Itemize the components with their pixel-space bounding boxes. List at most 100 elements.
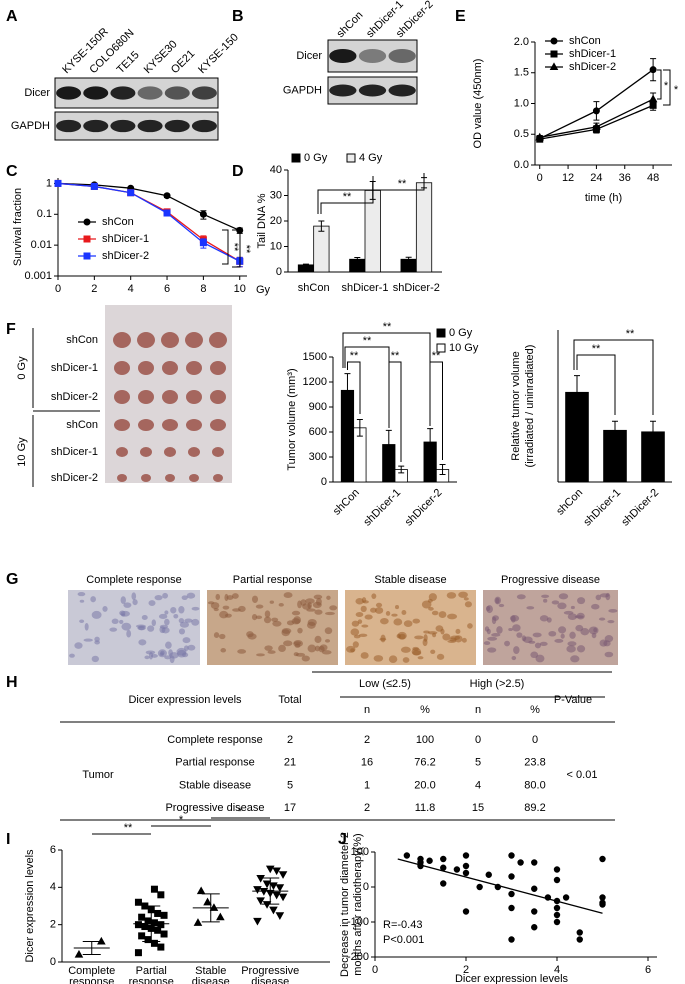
blot-band [191, 119, 217, 133]
significance-bracket [222, 229, 229, 265]
cell [220, 648, 227, 653]
table-cell: 11.8 [415, 802, 436, 814]
tumor [114, 419, 130, 431]
significance-bracket [657, 69, 662, 100]
cell [417, 656, 424, 660]
legend-label: shCon [569, 35, 601, 47]
cell [388, 655, 398, 664]
point [485, 871, 492, 878]
cell [567, 641, 577, 647]
blot-band [110, 86, 136, 100]
annotation: ** [626, 328, 635, 340]
point [440, 864, 447, 871]
y-tick-label: 0 [50, 956, 56, 968]
y-tick-label: -100 [347, 916, 369, 928]
table-p-value: < 0.01 [567, 769, 598, 781]
marker [259, 888, 269, 896]
legend-swatch [436, 343, 446, 353]
x-tick-label: disease [251, 976, 289, 984]
x-tick-label: Complete [68, 965, 115, 977]
blot-band [358, 84, 387, 97]
x-tick-label: 10 [234, 283, 246, 295]
cell [373, 655, 384, 662]
cell [283, 640, 293, 647]
tumor [189, 474, 199, 482]
annotation: ** [391, 350, 400, 362]
x-tick-label: 4 [128, 283, 134, 295]
cell [264, 610, 271, 618]
cell [438, 611, 447, 618]
cell [210, 602, 220, 609]
cell [102, 606, 108, 612]
point [562, 894, 570, 901]
cell [132, 599, 138, 606]
error-bar [405, 256, 412, 262]
y-tick-label: 300 [309, 451, 327, 463]
marker [592, 122, 601, 130]
annotation: ** [350, 350, 359, 362]
cell [144, 655, 150, 660]
marker [150, 885, 158, 893]
tumor [212, 447, 224, 457]
cell [352, 641, 359, 648]
table-subheader: n [475, 704, 481, 716]
x-tick-label: Stable [195, 965, 226, 977]
cell [447, 639, 457, 643]
annotation: ** [228, 243, 240, 252]
error-bar [261, 877, 280, 905]
table-cell: 17 [284, 802, 296, 814]
x-axis-unit: Gy [256, 284, 271, 296]
marker [138, 932, 146, 940]
table-cell: 100 [416, 734, 434, 746]
x-tick-label: response [69, 976, 114, 984]
y-axis-label: Tumor volume (mm³) [286, 368, 298, 470]
table-cell: 23.8 [524, 757, 545, 769]
marker [549, 62, 559, 71]
error-bar [427, 428, 434, 456]
marker [275, 884, 285, 892]
cell [264, 645, 273, 651]
trend-line [397, 858, 603, 914]
significance-bracket [388, 361, 402, 462]
point [403, 852, 411, 859]
point [553, 866, 561, 873]
cell [151, 619, 157, 627]
tumor [210, 390, 226, 404]
cell [461, 637, 467, 643]
table-cell: 16 [361, 757, 373, 769]
table-subheader: % [420, 704, 430, 716]
cell [326, 595, 331, 600]
ihc-image [483, 590, 618, 665]
marker [138, 913, 146, 921]
cell [158, 613, 168, 620]
point [599, 855, 606, 863]
marker [97, 936, 106, 945]
marker [83, 252, 91, 260]
blot-row-label: GAPDH [283, 84, 322, 96]
y-axis-label: Tail DNA % [256, 193, 268, 248]
cell [69, 653, 75, 658]
table-group: Tumor [82, 769, 114, 781]
marker [150, 939, 158, 947]
cell [513, 646, 520, 655]
table-subheader: % [530, 704, 540, 716]
marker [265, 865, 275, 874]
y-tick-label: 2 [50, 919, 56, 931]
panel-label: I [6, 831, 10, 848]
legend-swatch [346, 153, 356, 163]
cell [362, 600, 369, 604]
table-cell: Stable disease [179, 779, 251, 791]
y-tick-label: 0 [321, 476, 327, 488]
cell [324, 639, 331, 643]
x-axis-label: Dicer expression levels [455, 973, 569, 984]
cell [90, 596, 96, 603]
marker [275, 912, 285, 920]
series-line [57, 182, 241, 262]
blot-row-label: Dicer [296, 50, 322, 62]
tumor [165, 474, 175, 482]
table-cell: 0 [532, 734, 538, 746]
cell [178, 606, 185, 614]
marker [134, 898, 142, 906]
cell [454, 635, 463, 643]
cell [247, 633, 257, 640]
